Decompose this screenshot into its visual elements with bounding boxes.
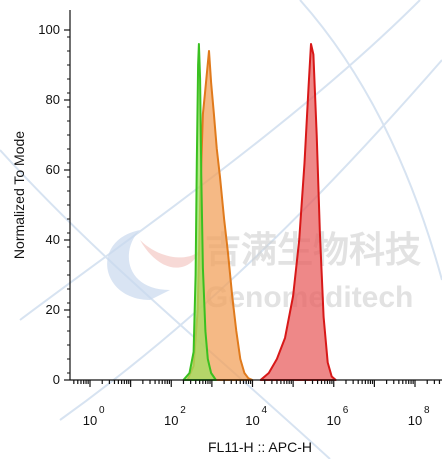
x-tick-label-base: 10	[164, 413, 178, 428]
x-tick-label-base: 10	[245, 413, 259, 428]
y-tick-label: 80	[46, 92, 60, 107]
x-tick-label-exponent: 6	[343, 405, 349, 416]
x-tick-label-exponent: 8	[424, 405, 430, 416]
watermark-swirl	[0, 149, 331, 459]
series-area-2	[259, 43, 337, 381]
y-tick-label: 40	[46, 232, 60, 247]
series-layer	[182, 43, 337, 381]
x-tick-label-exponent: 0	[99, 405, 105, 416]
x-tick-label-base: 10	[327, 413, 341, 428]
x-tick-label-base: 10	[408, 413, 422, 428]
y-tick-label: 20	[46, 302, 60, 317]
series-area-3	[182, 43, 217, 381]
watermark-logo	[107, 230, 170, 300]
watermark-logo	[140, 240, 200, 268]
y-tick-label: 60	[46, 162, 60, 177]
x-axis-title: FL11-H :: APC-H	[208, 439, 312, 455]
x-tick-label-exponent: 2	[180, 405, 186, 416]
y-tick-label: 0	[53, 372, 60, 387]
watermark-swirl	[299, 0, 442, 281]
x-tick-label-base: 10	[83, 413, 97, 428]
y-axis-title: Normalized To Mode	[11, 131, 27, 259]
watermark-swirl	[59, 59, 442, 421]
y-tick-label: 100	[38, 22, 60, 37]
x-tick-label-exponent: 4	[262, 405, 268, 416]
